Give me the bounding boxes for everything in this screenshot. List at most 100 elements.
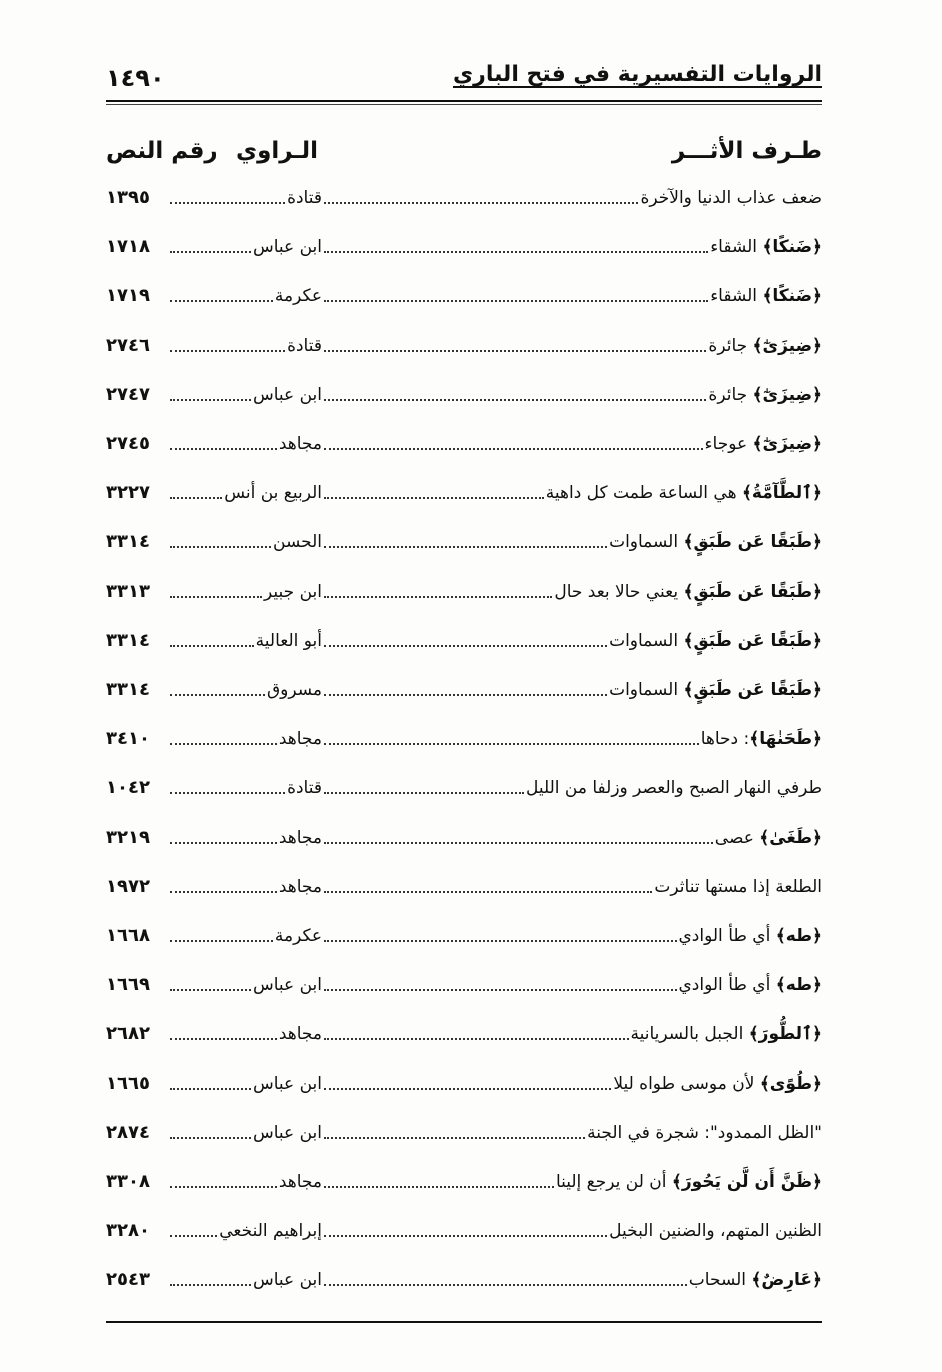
entry-cell: ﴿طَحَنٰهَا﴾: دحاها — [322, 727, 822, 751]
table-row: ﴿طه﴾ أي طأ الوادي ابن عباس ١٦٦٩ — [106, 967, 822, 997]
text-number: ٣٢٢٧ — [106, 482, 150, 504]
narrator: قتادة — [287, 188, 322, 208]
entry-text: "الظل الممدود": شجرة في الجنة — [587, 1121, 822, 1145]
narrator-cell: ابن عباس — [168, 383, 322, 407]
narrator: مجاهد — [278, 1024, 322, 1045]
entry-cell: الطلعة إذا مستها تناثرت — [322, 875, 822, 899]
dot-leader — [170, 989, 251, 992]
dot-leader — [324, 300, 709, 303]
entry-gloss: ضعف عذاب الدنيا والآخرة — [640, 188, 822, 208]
dot-leader — [324, 792, 524, 795]
entry-text: ﴿ضِيزَىٰٓ﴾ عوجاء — [705, 432, 822, 456]
text-number: ١٦٦٩ — [106, 974, 150, 996]
dot-leader — [170, 349, 286, 352]
dot-leader — [324, 202, 639, 204]
quran-word: ﴿طَغَىٰ﴾ — [759, 827, 822, 848]
text-number: ٣٣١٣ — [106, 580, 150, 602]
running-title: الروايات التفسيرية في فتح الباري — [452, 62, 822, 87]
entry-cell: ﴿ضِيزَىٰٓ﴾ عوجاء — [322, 432, 822, 456]
narrator: عكرمة — [274, 286, 322, 307]
narrator: ابن عباس — [252, 384, 322, 405]
narrator: مجاهد — [278, 729, 322, 750]
table-row: الظنين المتهم، والضنين البخيل إبراهيم الن… — [106, 1213, 822, 1243]
column-header-narrator: الـراوي — [236, 138, 318, 164]
entry-text: ﴿طَبَقًا عَن طَبَقٍ﴾ السماوات — [609, 629, 822, 653]
table-row: ﴿طَحَنٰهَا﴾: دحاها مجاهد ٣٤١٠ — [106, 721, 822, 751]
dot-leader — [324, 398, 707, 401]
entry-text: ﴿ضِيزَىٰٓ﴾ جائرة — [708, 334, 822, 358]
entry-text: ﴿طُوًى﴾ لأن موسى طواه ليلا — [613, 1072, 822, 1096]
narrator-cell: ابن عباس — [168, 1121, 322, 1145]
entry-gloss: السحاب — [688, 1270, 752, 1291]
table-row: ﴿ضَنكًا﴾ الشقاء ابن عباس ١٧١٨ — [106, 229, 822, 259]
quran-word: ﴿ضِيزَىٰٓ﴾ — [752, 335, 822, 356]
entry-text: ﴿ظَنَّ أَن لَّن يَحُورَ﴾ أن لن يرجع إلين… — [556, 1170, 822, 1194]
narrator: مسروق — [266, 680, 322, 700]
entry-gloss: السماوات — [609, 630, 684, 651]
entry-text: ﴿طه﴾ أي طأ الوادي — [679, 973, 823, 997]
quran-word: ﴿طه﴾ — [775, 975, 822, 996]
text-number: ٢٧٤٦ — [106, 334, 150, 356]
narrator-cell: قتادة — [168, 186, 322, 210]
dot-leader — [170, 251, 251, 254]
dot-leader — [170, 743, 277, 746]
entry-gloss: الجبل بالسريانية — [630, 1024, 749, 1045]
text-number: ١٩٧٢ — [106, 875, 150, 897]
text-number: ١٦٦٥ — [106, 1072, 150, 1094]
narrator-cell: ابن عباس — [168, 1268, 322, 1292]
entry-gloss: الظنين المتهم، والضنين البخيل — [609, 1221, 822, 1242]
narrator: ابن عباس — [252, 237, 322, 258]
table-row: ﴿ضَنكًا﴾ الشقاء عكرمة ١٧١٩ — [106, 278, 822, 308]
narrator: ابن عباس — [252, 975, 322, 996]
text-number: ١٠٤٢ — [106, 777, 150, 799]
entry-text: ﴿ضِيزَىٰٓ﴾ جائرة — [708, 383, 822, 407]
dot-leader — [170, 1136, 251, 1139]
column-header-entry: طـرف الأثـــر — [671, 138, 822, 164]
entry-gloss: عصى — [714, 827, 760, 848]
dot-leader — [170, 1038, 277, 1041]
dot-leader — [170, 202, 286, 204]
narrator-cell: أبو العالية — [168, 629, 322, 653]
narrator-cell: ابن جبير — [168, 580, 322, 604]
narrator-cell: مجاهد — [168, 727, 322, 751]
narrator-cell: ابن عباس — [168, 973, 322, 997]
entry-gloss: "الظل الممدود": شجرة في الجنة — [587, 1122, 822, 1143]
entry-cell: ﴿ٱلطُّورَ﴾ الجبل بالسريانية — [322, 1022, 822, 1046]
text-number: ٣٣١٤ — [106, 629, 150, 651]
narrator: عكرمة — [274, 926, 322, 946]
table-row: ضعف عذاب الدنيا والآخرة قتادة ١٣٩٥ — [106, 180, 822, 210]
quran-word: ﴿ظَنَّ أَن لَّن يَحُورَ﴾ — [671, 1172, 822, 1192]
dot-leader — [170, 1235, 218, 1238]
entry-cell: طرفي النهار الصبح والعصر وزلفا من الليل — [322, 776, 822, 800]
quran-word: ﴿طه﴾ — [775, 926, 822, 946]
header-rule-thin — [106, 104, 822, 105]
dot-leader — [324, 349, 707, 352]
dot-leader — [324, 743, 699, 746]
entry-cell: ﴿طُوًى﴾ لأن موسى طواه ليلا — [322, 1072, 822, 1096]
entry-text: الظنين المتهم، والضنين البخيل — [609, 1219, 822, 1243]
dot-leader — [324, 251, 709, 254]
text-number: ٣٣١٤ — [106, 679, 150, 700]
entry-text: ﴿طَبَقًا عَن طَبَقٍ﴾ السماوات — [609, 678, 822, 702]
narrator: مجاهد — [278, 827, 322, 848]
narrator-cell: مجاهد — [168, 1170, 322, 1194]
text-number: ١٣٩٥ — [106, 187, 150, 208]
entry-cell: ﴿ضَنكًا﴾ الشقاء — [322, 235, 822, 259]
entry-text: ﴿طَبَقًا عَن طَبَقٍ﴾ السماوات — [609, 530, 822, 554]
text-number: ٣٤١٠ — [106, 728, 150, 750]
table-row: ﴿عَارِضٌ﴾ السحاب ابن عباس ٢٥٤٣ — [106, 1262, 822, 1292]
dot-leader — [170, 497, 223, 500]
quran-word: ﴿طَبَقًا عَن طَبَقٍ﴾ — [683, 581, 822, 602]
entry-text: ﴿طَحَنٰهَا﴾: دحاها — [701, 727, 822, 751]
narrator-cell: قتادة — [168, 776, 322, 800]
table-row: "الظل الممدود": شجرة في الجنة ابن عباس ٢٨٧… — [106, 1115, 822, 1145]
table-row: ﴿طه﴾ أي طأ الوادي عكرمة ١٦٦٨ — [106, 918, 822, 948]
narrator: الربيع بن أنس — [224, 483, 322, 504]
quran-word: ﴿ضَنكًا﴾ — [762, 286, 822, 307]
dot-leader — [170, 792, 286, 795]
entry-cell: ﴿طَغَىٰ﴾ عصى — [322, 826, 822, 850]
text-number: ٢٧٤٥ — [106, 433, 150, 454]
narrator-cell: الربيع بن أنس — [168, 481, 322, 505]
text-number: ٣٣٠٨ — [106, 1171, 150, 1192]
table-row: ﴿طَبَقًا عَن طَبَقٍ﴾ السماوات أبو العالية… — [106, 623, 822, 653]
